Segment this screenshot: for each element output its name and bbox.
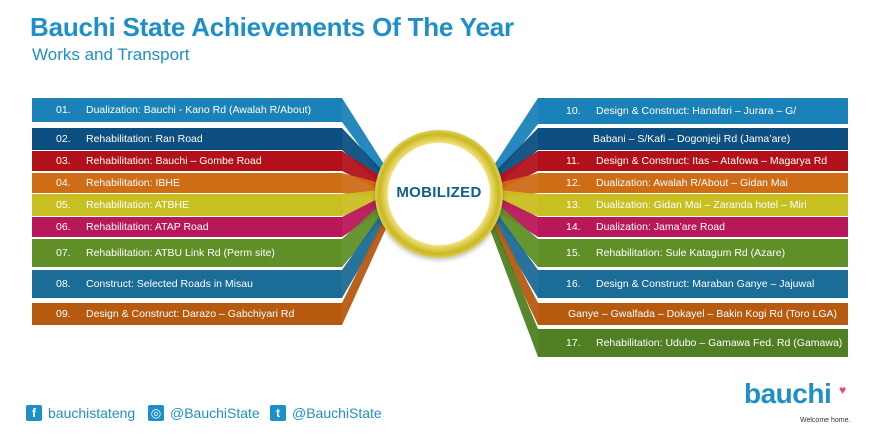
right-item-13: 13. Dualization: Gidan Mai – Zaranda hote…	[538, 194, 848, 216]
right-item-11: 11. Design & Construct: Itas – Atafowa – …	[538, 151, 848, 171]
right-item-12: 12. Dualization: Awalah R/About – Gidan M…	[538, 173, 848, 193]
mobilized-ring: MOBILIZED	[375, 130, 503, 258]
right-item-15: 15. Rehabilitation: Sule Katagum Rd (Azar…	[538, 239, 848, 267]
right-item-16: 16. Design & Construct: Maraban Ganye – J…	[538, 270, 848, 298]
left-item-09: 09. Design & Construct: Darazo – Gabchiya…	[32, 303, 342, 325]
facebook-handle[interactable]: f bauchistateng	[26, 404, 135, 422]
twitter-handle[interactable]: t @BauchiState	[270, 404, 382, 422]
right-ray-9	[479, 188, 538, 357]
bauchi-logo: bauchi	[744, 378, 832, 409]
right-item-10: 10. Design & Construct: Hanafari – Jurara…	[538, 98, 848, 124]
page-subtitle: Works and Transport	[32, 45, 190, 64]
instagram-handle[interactable]: ◎ @BauchiState	[148, 404, 260, 422]
mobilized-label: MOBILIZED	[396, 184, 482, 201]
instagram-icon: ◎	[148, 405, 164, 421]
heart-icon: ♥	[839, 383, 847, 397]
logo-tagline: Welcome home.	[800, 417, 851, 424]
right-item-14: 14. Dualization: Jama’are Road	[538, 217, 848, 237]
left-item-06: 06. Rehabilitation: ATAP Road	[32, 217, 342, 237]
left-item-03: 03. Rehabilitation: Bauchi – Gombe Road	[32, 151, 342, 171]
right-item-10-continued: Babani – S/Kafi – Dogonjeji Rd (Jama’are…	[538, 128, 848, 150]
left-item-05: 05. Rehabilitation: ATBHE	[32, 194, 342, 216]
left-item-02: 02. Rehabilitation: Ran Road	[32, 128, 342, 150]
facebook-icon: f	[26, 405, 42, 421]
left-item-04: 04. Rehabilitation: IBHE	[32, 173, 342, 193]
right-item-16-continued: Ganye – Gwalfada – Dokayel – Bakin Kogi …	[538, 303, 848, 325]
twitter-icon: t	[270, 405, 286, 421]
right-item-17: 17. Rehabilitation: Udubo – Gamawa Fed. R…	[538, 329, 848, 357]
left-item-08: 08. Construct: Selected Roads in Misau	[32, 270, 342, 298]
left-item-07: 07. Rehabilitation: ATBU Link Rd (Perm si…	[32, 239, 342, 267]
left-item-01: 01. Dualization: Bauchi - Kano Rd (Awalah…	[32, 98, 342, 122]
page-title: Bauchi State Achievements Of The Year	[30, 12, 514, 42]
